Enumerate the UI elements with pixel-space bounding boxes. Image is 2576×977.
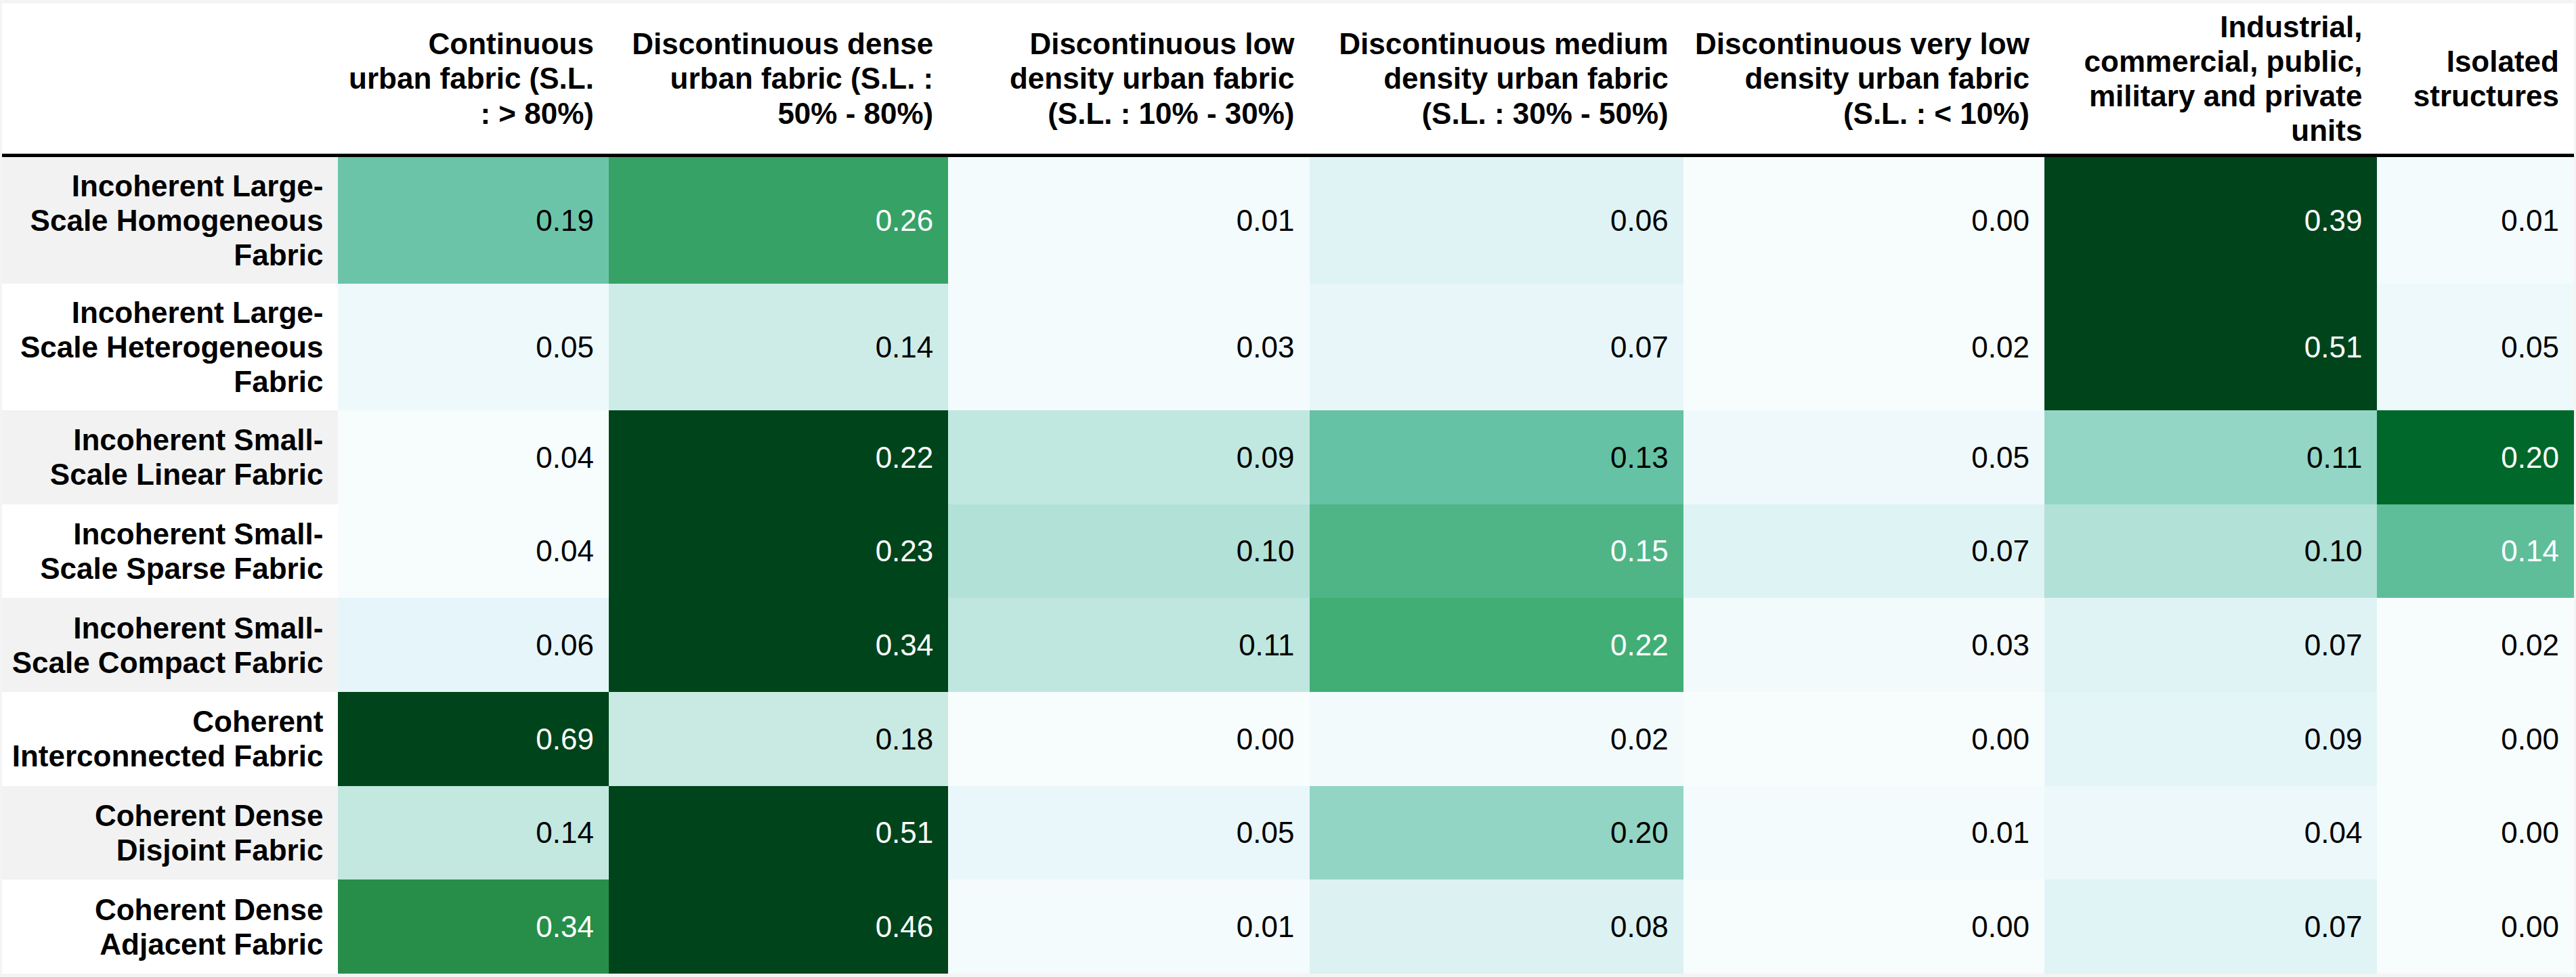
column-header: Isolated structures — [2377, 3, 2574, 157]
heatmap-cell: 0.18 — [609, 692, 948, 786]
column-header: Discontinuous medium density urban fabri… — [1310, 3, 1683, 157]
heatmap-cell: 0.05 — [338, 284, 609, 410]
column-header: Industrial, commercial, public, military… — [2044, 3, 2377, 157]
heatmap-cell: 0.07 — [1310, 284, 1683, 410]
heatmap-cell: 0.00 — [1683, 692, 2044, 786]
column-header: Discontinuous very low density urban fab… — [1683, 3, 2044, 157]
row-label: Incoherent Small-Scale Compact Fabric — [2, 598, 338, 692]
heatmap-cell: 0.01 — [948, 157, 1309, 284]
heatmap-cell: 0.07 — [2044, 880, 2377, 974]
heatmap-cell: 0.19 — [338, 157, 609, 284]
column-header: Discontinuous dense urban fabric (S.L. :… — [609, 3, 948, 157]
heatmap-cell: 0.00 — [2377, 692, 2574, 786]
heatmap-cell: 0.01 — [1683, 786, 2044, 880]
heatmap-cell: 0.22 — [609, 410, 948, 504]
heatmap-cell: 0.07 — [2044, 598, 2377, 692]
heatmap-cell: 0.15 — [1310, 504, 1683, 599]
heatmap-cell: 0.07 — [1683, 504, 2044, 599]
heatmap-cell: 0.02 — [1310, 692, 1683, 786]
corner-cell — [2, 3, 338, 157]
heatmap-cell: 0.09 — [2044, 692, 2377, 786]
row-label: Incoherent Large-Scale Heterogeneous Fab… — [2, 284, 338, 410]
heatmap-cell: 0.04 — [338, 504, 609, 599]
row-label: Coherent Dense Adjacent Fabric — [2, 880, 338, 974]
heatmap-cell: 0.00 — [2377, 786, 2574, 880]
heatmap-cell: 0.34 — [609, 598, 948, 692]
column-header: Continuous urban fabric (S.L. : > 80%) — [338, 3, 609, 157]
heatmap-cell: 0.09 — [948, 410, 1309, 504]
heatmap-cell: 0.05 — [948, 786, 1309, 880]
heatmap-cell: 0.51 — [609, 786, 948, 880]
heatmap-cell: 0.39 — [2044, 157, 2377, 284]
row-label: Coherent Dense Disjoint Fabric — [2, 786, 338, 880]
heatmap-cell: 0.51 — [2044, 284, 2377, 410]
heatmap-cell: 0.06 — [338, 598, 609, 692]
heatmap-cell: 0.05 — [1683, 410, 2044, 504]
heatmap-cell: 0.00 — [2377, 880, 2574, 974]
row-label: Incoherent Small-Scale Linear Fabric — [2, 410, 338, 504]
row-label: Incoherent Large-Scale Homogeneous Fabri… — [2, 157, 338, 284]
heatmap-cell: 0.08 — [1310, 880, 1683, 974]
heatmap-cell: 0.20 — [1310, 786, 1683, 880]
heatmap-cell: 0.20 — [2377, 410, 2574, 504]
heatmap-cell: 0.02 — [2377, 598, 2574, 692]
heatmap-table: Continuous urban fabric (S.L. : > 80%)Di… — [2, 3, 2574, 974]
column-header: Discontinuous low density urban fabric (… — [948, 3, 1309, 157]
heatmap-cell: 0.10 — [2044, 504, 2377, 599]
heatmap-cell: 0.10 — [948, 504, 1309, 599]
heatmap-cell: 0.06 — [1310, 157, 1683, 284]
heatmap-cell: 0.00 — [948, 692, 1309, 786]
heatmap-page: Continuous urban fabric (S.L. : > 80%)Di… — [0, 0, 2576, 977]
row-label: Incoherent Small-Scale Sparse Fabric — [2, 504, 338, 599]
heatmap-cell: 0.14 — [2377, 504, 2574, 599]
heatmap-cell: 0.26 — [609, 157, 948, 284]
heatmap-cell: 0.01 — [948, 880, 1309, 974]
heatmap-cell: 0.02 — [1683, 284, 2044, 410]
heatmap-cell: 0.22 — [1310, 598, 1683, 692]
heatmap-cell: 0.23 — [609, 504, 948, 599]
heatmap-cell: 0.00 — [1683, 157, 2044, 284]
heatmap-cell: 0.05 — [2377, 284, 2574, 410]
heatmap-cell: 0.69 — [338, 692, 609, 786]
heatmap-cell: 0.03 — [948, 284, 1309, 410]
heatmap-cell: 0.34 — [338, 880, 609, 974]
heatmap-cell: 0.01 — [2377, 157, 2574, 284]
row-label: Coherent Interconnected Fabric — [2, 692, 338, 786]
heatmap-cell: 0.11 — [2044, 410, 2377, 504]
heatmap-cell: 0.11 — [948, 598, 1309, 692]
heatmap-cell: 0.00 — [1683, 880, 2044, 974]
heatmap-cell: 0.04 — [338, 410, 609, 504]
heatmap-cell: 0.14 — [338, 786, 609, 880]
heatmap-cell: 0.14 — [609, 284, 948, 410]
heatmap-cell: 0.04 — [2044, 786, 2377, 880]
heatmap-cell: 0.03 — [1683, 598, 2044, 692]
heatmap-cell: 0.13 — [1310, 410, 1683, 504]
heatmap-cell: 0.46 — [609, 880, 948, 974]
